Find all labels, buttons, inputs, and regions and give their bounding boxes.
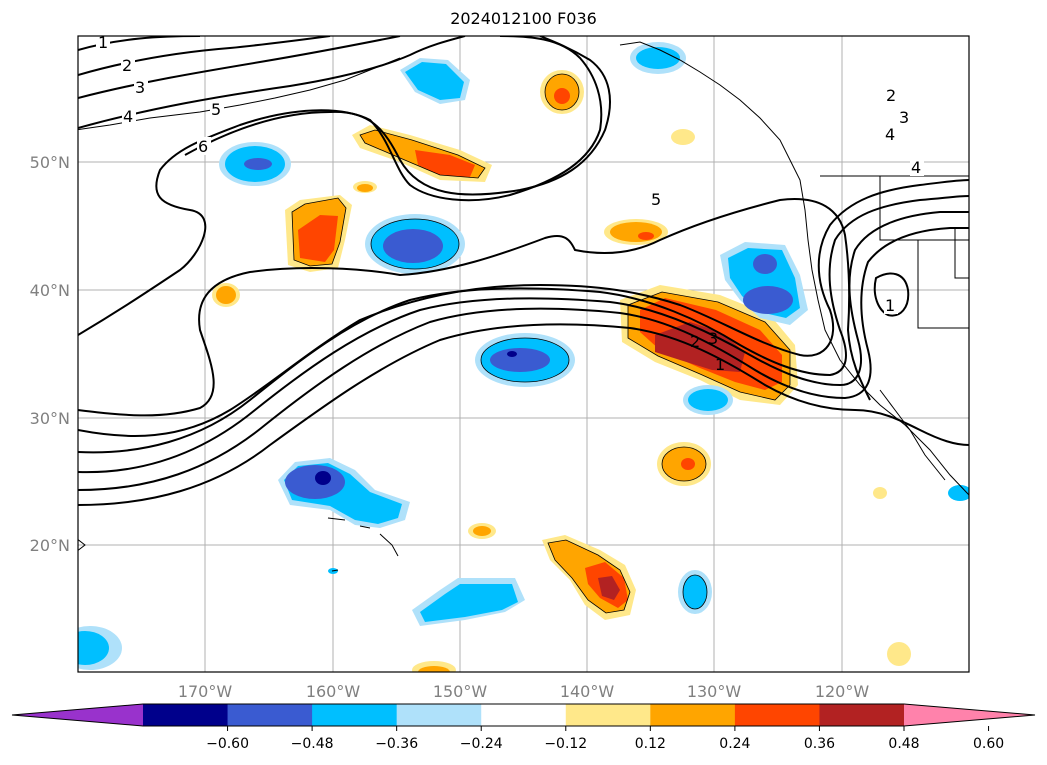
contour-label-1-nw: 1 [98, 33, 108, 52]
colorbar-tick-label: 0.24 [719, 736, 750, 752]
colorbar-swatch [227, 704, 313, 726]
contour-label-4-coast: 4 [911, 158, 921, 177]
lon-label-150w: 150°W [433, 682, 488, 701]
contour-label-6-nw: 6 [198, 137, 208, 156]
contour-label-5-mid: 5 [651, 190, 661, 209]
lon-label-140w: 140°W [560, 682, 615, 701]
colorbar-swatch [312, 704, 398, 726]
colorbar-tick-label: −0.36 [375, 736, 418, 752]
longitude-labels: 170°W 160°W 150°W 140°W 130°W 120°W [178, 682, 870, 701]
contour-label-1-low: 1 [885, 296, 895, 315]
shade-outlines [291, 73, 791, 614]
colorbar-tick-label: −0.12 [544, 736, 587, 752]
colorbar-extend-high [904, 704, 1035, 726]
colorbar-tick-label: −0.60 [206, 736, 249, 752]
contour-label-3-jet: 3 [708, 329, 718, 348]
colorbar-tick-label: −0.24 [460, 736, 503, 752]
colorbar-swatch [481, 704, 567, 726]
colorbar-swatch [143, 704, 229, 726]
lat-label-50n: 50°N [30, 153, 70, 172]
lat-label-20n: 20°N [30, 536, 70, 555]
lon-label-120w: 120°W [815, 682, 870, 701]
contour-label-2-nw: 2 [122, 56, 132, 75]
colorbar-swatch [734, 704, 820, 726]
contour-label-4-nw: 4 [123, 107, 133, 126]
lat-label-30n: 30°N [30, 409, 70, 428]
lon-label-130w: 130°W [687, 682, 742, 701]
contour-label-3-ne: 3 [899, 108, 909, 127]
lat-label-40n: 40°N [30, 281, 70, 300]
colorbar-swatch [650, 704, 736, 726]
colorbar-swatch [565, 704, 651, 726]
contour-label-1-jet: 1 [715, 355, 725, 374]
coastlines [78, 41, 969, 572]
colorbar-tick-label: −0.48 [291, 736, 334, 752]
colorbar: −0.60 −0.48 −0.36 −0.24 −0.12 0.12 0.24 0.36 0.4… [11, 703, 1036, 752]
lon-label-160w: 160°W [306, 682, 361, 701]
map-title: 2024012100 F036 [450, 9, 597, 28]
contour-lines [78, 36, 969, 506]
contour-label-2-jet: 2 [690, 332, 700, 351]
colorbar-outline [11, 703, 1036, 727]
colorbar-swatch [819, 704, 905, 726]
colorbar-tick-label: 0.36 [804, 736, 835, 752]
colorbar-tick-label: 0.12 [635, 736, 666, 752]
contour-label-2-ne: 2 [886, 86, 896, 105]
colorbar-swatch [396, 704, 482, 726]
contour-labels: 1 2 3 4 5 6 5 2 3 4 4 3 2 1 1 [96, 33, 924, 374]
contour-label-5-nw: 5 [211, 100, 221, 119]
colorbar-tick-label: 0.60 [973, 736, 1004, 752]
latitude-labels: 50°N 40°N 30°N 20°N [30, 153, 70, 555]
colorbar-extend-low [12, 704, 143, 726]
map-frame [77, 35, 970, 673]
lon-label-170w: 170°W [178, 682, 233, 701]
contour-label-3-nw: 3 [135, 78, 145, 97]
colorbar-tick-label: 0.48 [888, 736, 919, 752]
map-field: 1 2 3 4 5 6 5 2 3 4 4 3 2 1 1 [78, 33, 969, 672]
contour-label-4-ne: 4 [885, 125, 895, 144]
gridlines [78, 36, 969, 672]
